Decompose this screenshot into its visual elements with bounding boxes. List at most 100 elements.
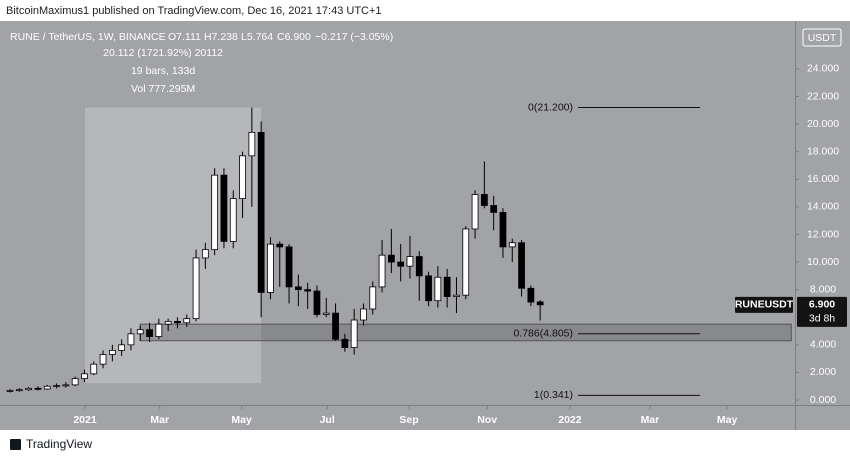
x-tick-label: Mar <box>150 414 169 426</box>
candle-body <box>99 354 107 365</box>
y-tick-label: 14.000 <box>807 201 839 213</box>
y-tick-label: 10.000 <box>807 256 839 268</box>
candle-body <box>136 329 144 335</box>
candle-body <box>276 243 284 248</box>
y-tick-label: 20.000 <box>807 118 839 130</box>
candle-body <box>15 389 23 392</box>
candle-body <box>53 385 60 387</box>
measure-box <box>85 107 262 384</box>
candle-body <box>341 338 349 349</box>
candle-body <box>62 384 70 387</box>
candle-body <box>415 256 423 277</box>
candle-body <box>43 385 51 390</box>
y-tick-label: 4.000 <box>810 339 836 351</box>
candle-body <box>406 256 414 267</box>
candle-body <box>81 373 88 380</box>
price-name-box <box>735 296 793 313</box>
candle-body <box>536 301 544 306</box>
candle-body <box>267 243 274 293</box>
candle-body <box>90 363 98 375</box>
chart-area <box>0 21 850 430</box>
fib-label: 0.786(4.805) <box>513 328 573 340</box>
candle-body <box>248 131 256 157</box>
candle-body <box>174 320 181 324</box>
publisher: BitcoinMaximus1 published on TradingView… <box>6 5 382 17</box>
legend-symbol: RUNE / TetherUS, 1W, BINANCE <box>10 31 166 43</box>
candle-body <box>108 349 116 355</box>
brand-text: TradingView <box>26 437 92 451</box>
price-box <box>797 296 847 327</box>
x-tick-label: May <box>231 414 252 426</box>
legend-open: O7.111 <box>168 31 201 43</box>
support-zone <box>139 323 792 342</box>
x-tick-label: Jul <box>320 414 335 426</box>
candle-body <box>369 286 377 310</box>
candle-body <box>397 261 405 267</box>
currency-box[interactable] <box>802 28 842 47</box>
candle-body <box>146 329 153 337</box>
price-label: 6.900 <box>809 299 835 311</box>
fib-label: 0(21.200) <box>528 101 573 113</box>
candle-body <box>434 276 442 302</box>
y-tick-label: 12.000 <box>807 228 839 240</box>
fib-label: 1(0.341) <box>534 389 573 401</box>
x-tick-label: Nov <box>477 414 497 426</box>
candle-body <box>350 319 358 349</box>
x-tick-label: 2022 <box>558 414 582 426</box>
candle-body <box>332 312 339 340</box>
measure-label: 19 bars, 133d <box>131 65 195 77</box>
legend-close: C6.900 <box>277 31 311 43</box>
x-tick-label: 2021 <box>73 414 97 426</box>
candle-body <box>118 344 126 351</box>
candle-body <box>155 323 163 337</box>
candle-body <box>462 228 470 296</box>
legend-high: H7.238 <box>204 31 238 43</box>
candle-body <box>229 198 237 242</box>
candle-body <box>518 242 525 289</box>
candle-body <box>480 194 488 206</box>
measure-label: 20.112 (1721.92%) 20112 <box>103 47 223 59</box>
candle-body <box>425 275 432 302</box>
candle-body <box>239 155 246 199</box>
candle-body <box>453 294 460 297</box>
candle-body <box>471 194 479 230</box>
y-tick-label: 18.000 <box>807 145 839 157</box>
legend-change: −0.217 (−3.05%) <box>315 31 393 43</box>
y-tick-label: 22.000 <box>807 90 839 102</box>
candle-body <box>443 276 451 297</box>
brand-icon <box>10 439 21 450</box>
measure-label: Vol 777.295M <box>131 83 195 95</box>
y-tick-label: 2.000 <box>810 366 836 378</box>
candle-body <box>313 290 321 315</box>
brand: TradingView <box>10 437 92 451</box>
candle-body <box>192 257 200 320</box>
legend: RUNE / TetherUS, 1W, BINANCE O7.111 H7.2… <box>10 31 393 43</box>
y-tick-label: 8.000 <box>810 283 836 295</box>
legend-low: L5.764 <box>241 31 273 43</box>
candle-body <box>527 287 535 303</box>
currency: USDT <box>808 32 837 44</box>
candle-body <box>201 249 209 259</box>
x-tick-label: May <box>717 414 738 426</box>
candle-body <box>490 205 498 213</box>
candle-body <box>71 378 79 386</box>
y-tick-label: 0.000 <box>810 394 836 406</box>
candle-body <box>508 242 516 248</box>
candle-body <box>387 254 395 263</box>
candle-body <box>322 312 330 315</box>
candle-body <box>127 333 135 346</box>
price-name: RUNEUSDT <box>735 299 794 311</box>
plot: 0.0002.0004.0006.0008.00010.00012.00014.… <box>6 47 847 426</box>
candle-body <box>294 286 302 291</box>
x-tick-label: Mar <box>641 414 660 426</box>
candle-body <box>285 246 293 288</box>
y-tick-label: 24.000 <box>807 63 839 75</box>
y-tick-label: 16.000 <box>807 173 839 185</box>
candle-body <box>211 174 219 251</box>
candle-body <box>360 308 367 321</box>
price-countdown: 3d 8h <box>809 313 835 325</box>
candle-body <box>34 387 42 390</box>
candle-body <box>499 211 507 248</box>
candle-body <box>183 318 191 324</box>
candle-body <box>164 320 172 325</box>
